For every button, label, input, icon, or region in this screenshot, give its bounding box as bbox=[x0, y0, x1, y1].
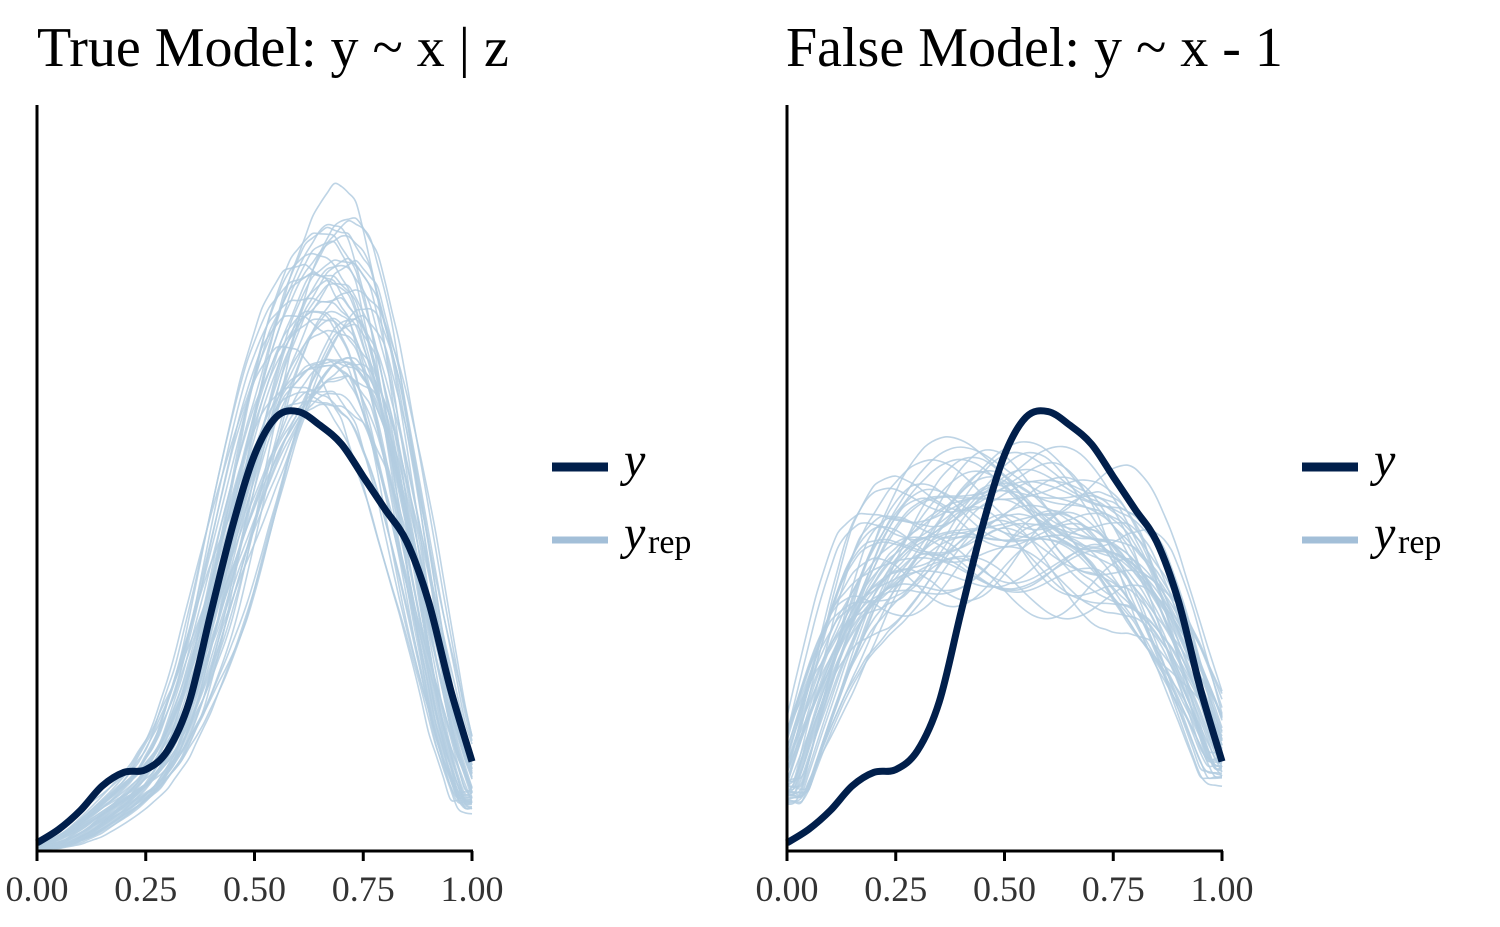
x-tick-label: 0.25 bbox=[114, 869, 177, 909]
yrep-line bbox=[786, 519, 1223, 790]
legend-label-y: y bbox=[1369, 434, 1396, 487]
legend-label-yrep: y bbox=[619, 507, 646, 560]
yrep-line bbox=[786, 509, 1223, 796]
yrep-line bbox=[786, 557, 1223, 801]
legend: y y rep bbox=[1302, 434, 1441, 561]
yrep-line bbox=[36, 403, 473, 850]
yrep-line bbox=[786, 526, 1223, 805]
yrep-line bbox=[786, 436, 1223, 791]
x-tick-label: 0.50 bbox=[223, 869, 286, 909]
x-tick-label: 1.00 bbox=[1191, 869, 1254, 909]
panel-title: True Model: y ~ x | z bbox=[37, 17, 509, 79]
x-ticks: 0.00 0.25 0.50 0.75 1.00 bbox=[6, 851, 504, 909]
yrep-line bbox=[36, 386, 473, 848]
yrep-line bbox=[786, 461, 1223, 763]
yrep-line bbox=[36, 296, 473, 849]
yrep-series-group bbox=[36, 182, 473, 850]
axes bbox=[785, 105, 1223, 853]
yrep-line bbox=[786, 498, 1223, 794]
x-ticks: 0.00 0.25 0.50 0.75 1.00 bbox=[756, 851, 1254, 909]
yrep-line bbox=[786, 522, 1223, 768]
yrep-line bbox=[36, 358, 473, 847]
yrep-line bbox=[36, 307, 473, 850]
yrep-line bbox=[786, 549, 1223, 798]
legend-label-y: y bbox=[619, 434, 646, 487]
yrep-line bbox=[786, 555, 1223, 806]
yrep-line bbox=[36, 315, 473, 847]
y-observed-line bbox=[35, 407, 476, 846]
x-tick-label: 0.25 bbox=[864, 869, 927, 909]
yrep-line bbox=[786, 528, 1223, 780]
panel-title: False Model: y ~ x - 1 bbox=[786, 17, 1283, 79]
yrep-line bbox=[786, 459, 1223, 758]
x-tick-label: 0.75 bbox=[332, 869, 395, 909]
panel-true-model: True Model: y ~ x | z 0.00 0.25 0.50 0.75 1.… bbox=[6, 17, 692, 909]
yrep-line bbox=[786, 494, 1223, 777]
legend-label-yrep: y bbox=[1369, 507, 1396, 560]
legend-label-yrep-sub: rep bbox=[1398, 524, 1441, 561]
y-series-group bbox=[35, 407, 476, 846]
y-series-group bbox=[785, 407, 1226, 846]
y-observed-line bbox=[785, 407, 1226, 846]
x-tick-label: 0.50 bbox=[973, 869, 1036, 909]
legend: y y rep bbox=[552, 434, 691, 561]
yrep-line bbox=[36, 226, 473, 849]
yrep-line bbox=[786, 535, 1223, 777]
yrep-line bbox=[786, 476, 1223, 794]
x-tick-label: 0.75 bbox=[1082, 869, 1145, 909]
panel-false-model: False Model: y ~ x - 1 0.00 0.25 0.50 0.75 1… bbox=[756, 17, 1442, 909]
yrep-line bbox=[786, 527, 1223, 788]
yrep-series-group bbox=[786, 436, 1223, 806]
legend-label-yrep-sub: rep bbox=[648, 524, 691, 561]
yrep-line bbox=[36, 271, 473, 848]
x-tick-label: 1.00 bbox=[441, 869, 504, 909]
x-tick-label: 0.00 bbox=[6, 869, 69, 909]
yrep-line bbox=[786, 489, 1223, 765]
x-tick-label: 0.00 bbox=[756, 869, 819, 909]
